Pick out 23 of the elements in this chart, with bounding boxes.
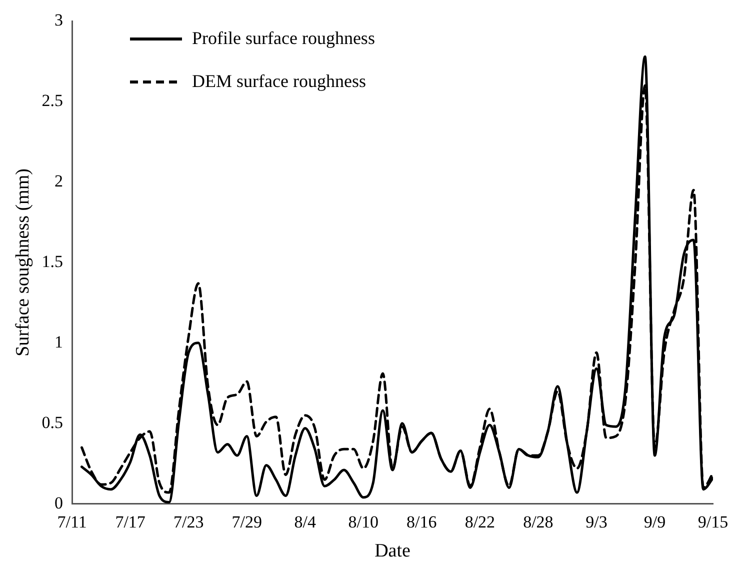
x-tick-label: 8/28: [523, 512, 554, 532]
legend-label: DEM surface roughness: [192, 71, 366, 92]
x-tick-label: 8/10: [348, 512, 379, 532]
y-tick-label: 1: [54, 332, 64, 352]
y-tick-label: 1.5: [42, 252, 64, 271]
x-tick-label: 8/16: [406, 512, 437, 532]
y-tick-label: 2.5: [42, 91, 64, 110]
y-axis-title: Surface soughness (mm): [12, 168, 34, 356]
x-tick-label: 9/15: [698, 512, 728, 532]
x-tick-label: 7/29: [232, 512, 262, 532]
y-tick-label: 3: [54, 10, 64, 30]
y-tick-label: 2: [54, 172, 64, 191]
x-tick-label: 7/17: [115, 512, 146, 532]
x-tick-label: 8/22: [464, 512, 496, 532]
x-tick-label: 9/3: [586, 512, 608, 532]
x-tick-label: 7/23: [173, 512, 204, 532]
y-tick-label: 0: [54, 493, 64, 512]
x-tick-label: 9/9: [644, 512, 666, 532]
legend-label: Profile surface roughness: [192, 28, 375, 49]
x-tick-label: 8/4: [294, 512, 316, 532]
y-tick-label: 0.5: [42, 412, 64, 432]
x-tick-label: 7/11: [57, 512, 87, 532]
x-axis-title: Date: [374, 540, 410, 562]
